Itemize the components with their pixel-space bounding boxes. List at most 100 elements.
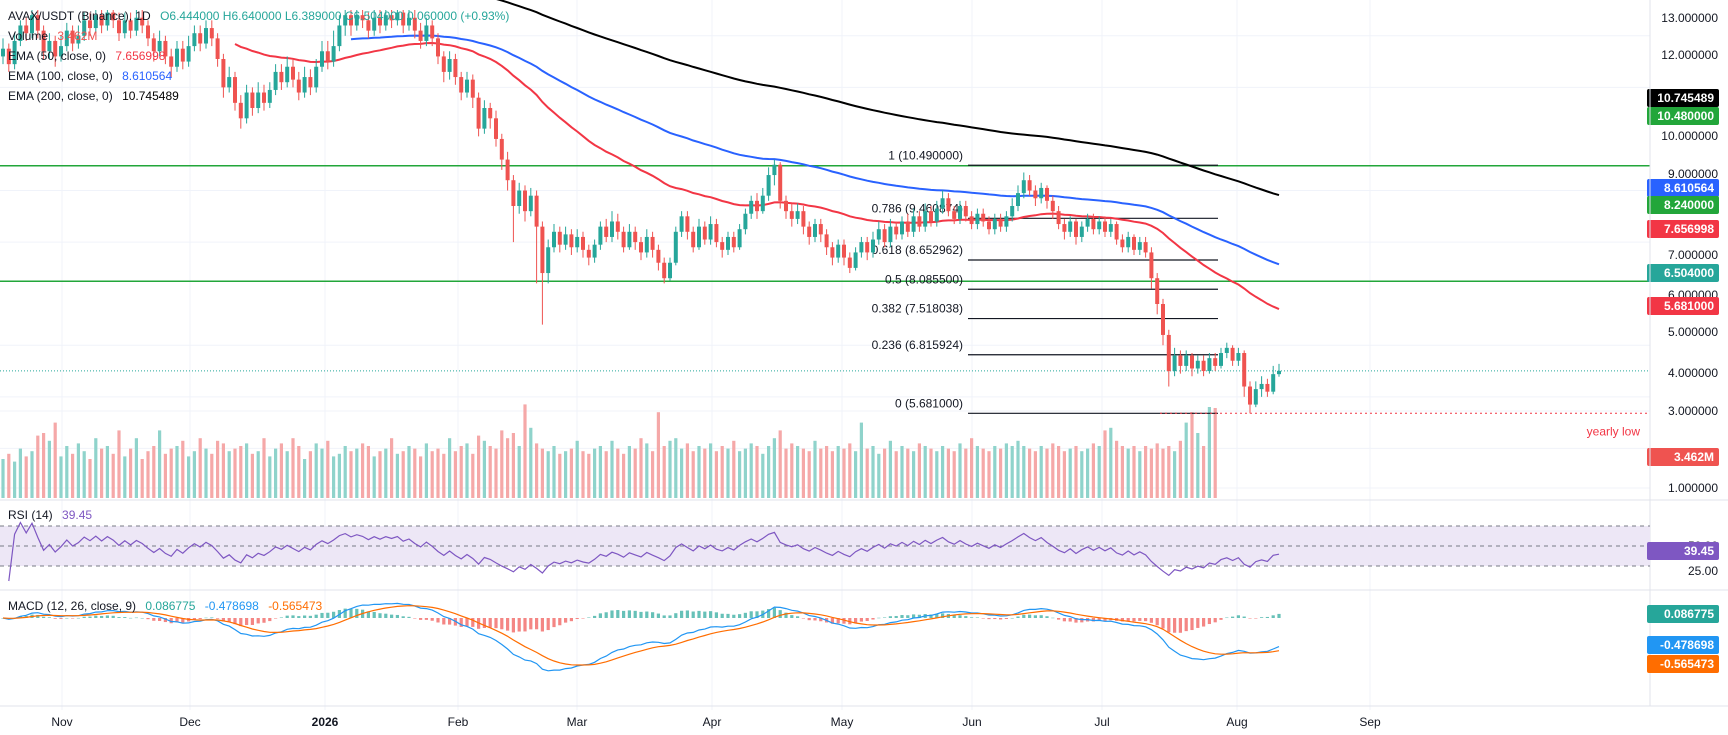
volume-bar	[372, 456, 376, 498]
price-label-text: 8.610564	[1664, 181, 1714, 195]
volume-bar	[355, 448, 359, 498]
candle-body	[122, 20, 127, 34]
volume-bar	[848, 443, 852, 498]
macd-histogram-bar	[784, 612, 788, 618]
macd-histogram-bar	[1161, 618, 1165, 629]
macd-histogram-bar	[854, 618, 858, 624]
macd-histogram-bar	[749, 611, 753, 618]
macd-histogram-bar	[42, 616, 46, 618]
candle-body	[586, 249, 591, 258]
volume-bar	[1022, 446, 1026, 498]
macd-histogram-bar	[1144, 618, 1148, 622]
macd-histogram-bar	[158, 618, 162, 621]
volume-bar	[378, 451, 382, 498]
candle-body	[349, 15, 353, 26]
macd-histogram-bar	[1184, 618, 1188, 632]
volume-bar	[1184, 422, 1188, 498]
candle-body	[302, 77, 307, 93]
macd-histogram-bar	[88, 616, 92, 618]
macd-histogram-bar	[105, 615, 109, 618]
volume-bar	[279, 443, 283, 498]
volume-bar	[47, 440, 51, 498]
candle-body	[47, 40, 52, 52]
macd-histogram-bar	[581, 618, 585, 619]
candle-body	[755, 200, 759, 212]
candle-body	[395, 12, 400, 21]
volume-bar	[558, 453, 562, 498]
volume-bar	[94, 438, 98, 498]
volume-bar	[18, 448, 22, 498]
macd-histogram-bar	[796, 616, 800, 618]
volume-bar	[53, 422, 57, 498]
macd-histogram-bar	[111, 615, 115, 618]
macd-histogram-bar	[726, 613, 730, 618]
volume-bar	[935, 451, 939, 498]
volume-bar	[436, 448, 440, 498]
volume-bar	[796, 446, 800, 498]
macd-histogram-bar	[459, 618, 463, 627]
macd-histogram-bar	[627, 610, 631, 618]
macd-histogram-bar	[279, 617, 283, 618]
rsi-legend: RSI (14) 39.45	[8, 508, 92, 522]
time-axis-tick: Aug	[1226, 715, 1247, 729]
ohlc-readout: O6.444000 H6.640000 L6.389000 C6.504000 …	[160, 9, 510, 23]
volume-bar	[633, 448, 637, 498]
macd-histogram-bar	[1213, 618, 1217, 623]
candle-body	[778, 164, 783, 201]
candle-body	[963, 206, 968, 217]
macd-histogram-bar	[807, 618, 811, 621]
volume-bar	[430, 451, 434, 498]
candle-body	[552, 231, 556, 248]
candle-body	[308, 77, 313, 88]
fib-level-label: 0.236 (6.815924)	[872, 338, 963, 352]
candle-body	[314, 66, 319, 88]
candle-body	[940, 198, 945, 209]
volume-bar	[256, 451, 260, 498]
candle-body	[1248, 386, 1252, 405]
price-axis-tick: 1.000000	[1668, 481, 1718, 495]
macd-histogram-bar	[1260, 617, 1264, 618]
candle-body	[975, 213, 980, 225]
volume-bar	[1115, 440, 1119, 498]
ema100-line	[350, 34, 1280, 266]
macd-histogram-bar	[384, 613, 388, 618]
macd-histogram-bar	[349, 608, 353, 618]
candle-body	[238, 102, 243, 119]
macd-histogram-bar	[262, 618, 266, 623]
volume-bar	[1074, 446, 1078, 498]
macd-histogram-bar	[314, 614, 318, 618]
candle-body	[772, 164, 777, 176]
volume-bar	[1097, 446, 1101, 498]
volume-bar	[413, 448, 417, 498]
volume-bar	[674, 438, 678, 498]
macd-histogram-bar	[343, 608, 347, 618]
volume-bar	[65, 446, 69, 498]
candle-body	[221, 59, 226, 88]
macd-histogram-bar	[233, 618, 237, 625]
macd-histogram-bar	[372, 611, 376, 618]
candle-body	[929, 211, 933, 222]
macd-histogram-bar	[36, 614, 40, 618]
candle-body	[673, 231, 678, 263]
macd-histogram-bar	[1178, 618, 1182, 633]
candle-body	[871, 239, 875, 253]
volume-bar	[859, 422, 863, 498]
volume-bar	[221, 443, 225, 498]
volume-bar	[1033, 451, 1037, 498]
volume-bar	[1167, 446, 1171, 498]
macd-histogram-bar	[47, 617, 51, 618]
volume-bar	[836, 446, 840, 498]
volume-bar	[442, 453, 446, 498]
candle-body	[180, 48, 185, 62]
volume-bar	[1091, 443, 1095, 498]
macd-hist-value: -0.565473	[268, 599, 323, 613]
candle-body	[1224, 347, 1229, 353]
candle-body	[621, 231, 626, 248]
volume-bar	[129, 448, 133, 498]
candle-body	[1016, 193, 1020, 206]
candle-body	[186, 46, 191, 62]
candle-body	[876, 229, 881, 240]
volume-bar	[198, 438, 202, 498]
candle-body	[853, 252, 858, 268]
